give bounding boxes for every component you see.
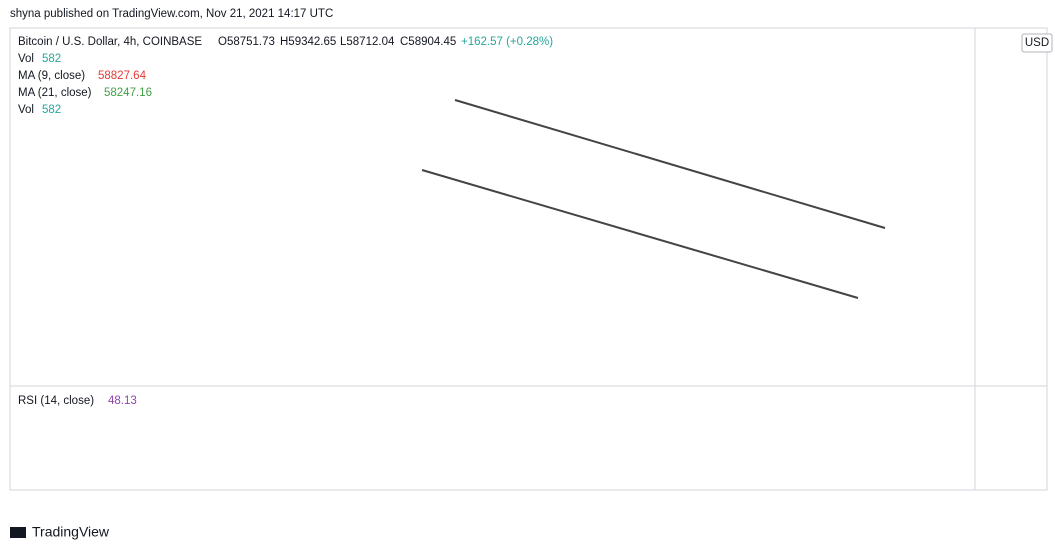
rsi-value: 48.13	[108, 395, 137, 407]
ohlc-low: L58712.04	[340, 36, 395, 48]
channel-upper	[454, 99, 886, 229]
byline: shyna published on TradingView.com, Nov …	[10, 8, 333, 20]
currency-box[interactable]	[1021, 33, 1053, 53]
ohlc-close: C58904.45	[400, 36, 456, 48]
vol-legend: Vol	[18, 53, 34, 65]
vol-value-2: 582	[42, 104, 61, 116]
symbol: Bitcoin / U.S. Dollar, 4h, COINBASE	[18, 36, 202, 48]
currency: USD	[1025, 37, 1049, 49]
ohlc-high: H59342.65	[280, 36, 336, 48]
change: +162.57 (+0.28%)	[461, 36, 553, 48]
ohlc-open: O58751.73	[218, 36, 275, 48]
rsi-legend: RSI (14, close)	[18, 395, 94, 407]
logo	[10, 527, 26, 538]
frame	[9, 27, 1048, 491]
brand: TradingView	[32, 524, 110, 540]
vol-legend-2: Vol	[18, 104, 34, 116]
channel-lower	[421, 169, 859, 299]
ma21-value: 58247.16	[104, 87, 152, 99]
ma9-legend: MA (9, close)	[18, 70, 85, 82]
vol-value: 582	[42, 53, 61, 65]
ma21-legend: MA (21, close)	[18, 87, 92, 99]
ma9-value: 58827.64	[98, 70, 147, 82]
